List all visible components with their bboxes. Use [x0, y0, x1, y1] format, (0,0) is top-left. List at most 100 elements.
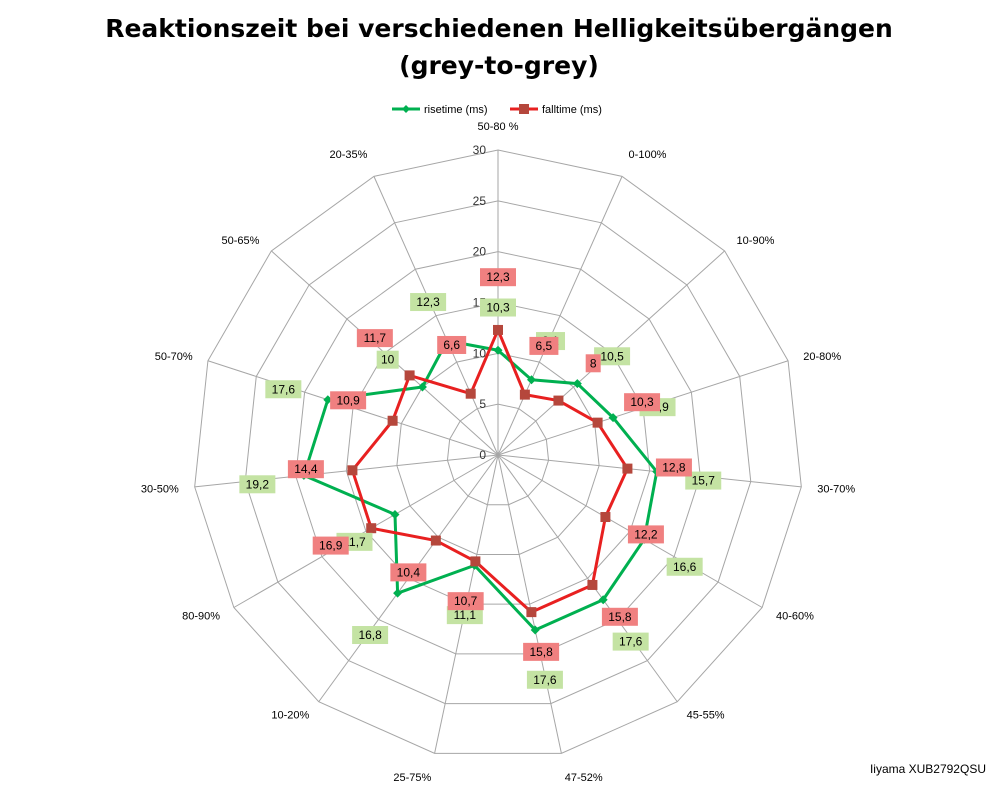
series-falltime	[347, 324, 633, 618]
data-label-text: 15,8	[608, 610, 632, 624]
data-point	[323, 395, 333, 405]
data-point	[598, 595, 608, 605]
data-point	[530, 625, 540, 635]
data-label-text: 16,8	[358, 628, 382, 642]
data-label: 17,6	[526, 670, 563, 689]
data-label-box	[356, 329, 393, 348]
category-label: 40-60%	[776, 611, 814, 623]
data-label: 10,4	[390, 563, 427, 582]
data-label: 12,3	[410, 293, 447, 312]
data-label-box	[312, 536, 349, 555]
data-label-box	[265, 380, 302, 399]
data-label: 15,8	[601, 607, 638, 626]
category-label: 50-80 %	[478, 121, 519, 133]
data-label: 10,3	[624, 393, 661, 412]
data-label-box	[376, 350, 399, 369]
legend-marker	[402, 105, 410, 113]
monitor-model-label: Iiyama XUB2792QSU	[869, 762, 986, 776]
data-label: 16,8	[352, 626, 389, 645]
legend-item: risetime (ms)	[392, 104, 488, 116]
data-label-text: 16,9	[319, 539, 343, 553]
legend-item: falltime (ms)	[510, 104, 602, 116]
data-label-text: 10	[381, 353, 395, 367]
grid-ring	[244, 200, 752, 705]
radial-tick-label: 30	[473, 143, 487, 157]
data-point	[526, 607, 537, 618]
radar-grid	[194, 149, 802, 754]
data-labels: 10,38,110,511,915,716,617,617,611,116,81…	[239, 268, 722, 689]
grid-spoke	[497, 176, 623, 456]
grid-spoke	[497, 454, 562, 754]
data-label: 11,7	[356, 329, 393, 348]
data-label-text: 14,4	[294, 462, 318, 476]
data-point	[622, 463, 633, 474]
series-risetime	[299, 336, 662, 635]
category-label: 30-70%	[817, 484, 855, 496]
data-point	[493, 324, 503, 335]
grid-ring	[396, 352, 600, 555]
data-label-text: 6,6	[443, 338, 460, 352]
data-label: 17,6	[612, 632, 649, 651]
data-label-text: 12,3	[486, 270, 510, 284]
data-label-text: 6,5	[536, 339, 553, 353]
data-label-box	[526, 670, 563, 689]
data-label-box	[627, 525, 664, 544]
data-label-box	[390, 563, 427, 582]
data-label-text: 10,3	[486, 301, 510, 315]
data-label-text: 11,1	[454, 608, 477, 622]
data-point	[519, 389, 530, 400]
data-point	[608, 413, 618, 423]
chart-title-line1: Reaktionszeit bei verschiedenen Helligke…	[105, 14, 893, 43]
category-label: 25-75%	[393, 772, 431, 784]
data-label-text: 12,8	[662, 460, 686, 474]
category-label: 50-70%	[155, 351, 193, 363]
radial-tick-label: 0	[479, 448, 486, 462]
data-label-box	[529, 336, 559, 355]
data-label-text: 10,5	[600, 349, 624, 363]
data-label: 16,6	[666, 557, 703, 576]
data-label-box	[523, 642, 560, 661]
category-label: 20-35%	[330, 149, 368, 161]
data-point	[526, 375, 536, 385]
data-label-box	[601, 607, 638, 626]
grid-spoke	[233, 454, 499, 608]
data-label-text: 10,3	[630, 395, 654, 409]
data-label-text: 15,8	[529, 645, 553, 659]
data-label-box	[287, 460, 324, 479]
grid-spoke	[497, 454, 802, 488]
data-label: 12,2	[627, 525, 664, 544]
data-label: 6,5	[529, 336, 559, 355]
data-label: 10,5	[594, 347, 631, 366]
data-label-text: 16,6	[673, 560, 697, 574]
category-label: 80-90%	[182, 611, 220, 623]
data-point	[592, 417, 603, 428]
category-label: 30-50%	[141, 484, 179, 496]
grid-ring	[194, 149, 802, 754]
data-point	[366, 523, 377, 534]
data-label-text: 10,4	[397, 565, 421, 579]
category-labels: 50-80 % 0-100% 10-90% 20-80% 30-70% 40-60% 45-…	[141, 121, 856, 784]
series-layer	[299, 324, 662, 635]
grid-ring	[446, 403, 550, 506]
data-label: 19,2	[239, 475, 276, 494]
data-label: 6,6	[437, 335, 467, 354]
data-label: 15,7	[685, 471, 722, 490]
data-label-box	[480, 298, 516, 317]
data-point	[430, 535, 441, 546]
grid-ring	[295, 251, 701, 655]
data-point	[347, 465, 358, 476]
data-label-box	[612, 632, 649, 651]
legend-label: falltime (ms)	[542, 104, 602, 116]
category-label: 45-55%	[687, 710, 725, 722]
radial-tick-label: 25	[473, 194, 487, 208]
data-label-text: 10,9	[336, 393, 360, 407]
data-label-text: 11,7	[343, 535, 366, 549]
data-label-text: 12,3	[416, 295, 440, 309]
data-label: 10	[376, 350, 399, 369]
data-label-text: 17,6	[272, 382, 296, 396]
legend-label: risetime (ms)	[424, 104, 488, 116]
data-label-text: 19,2	[246, 477, 270, 491]
data-label-box	[594, 347, 631, 366]
